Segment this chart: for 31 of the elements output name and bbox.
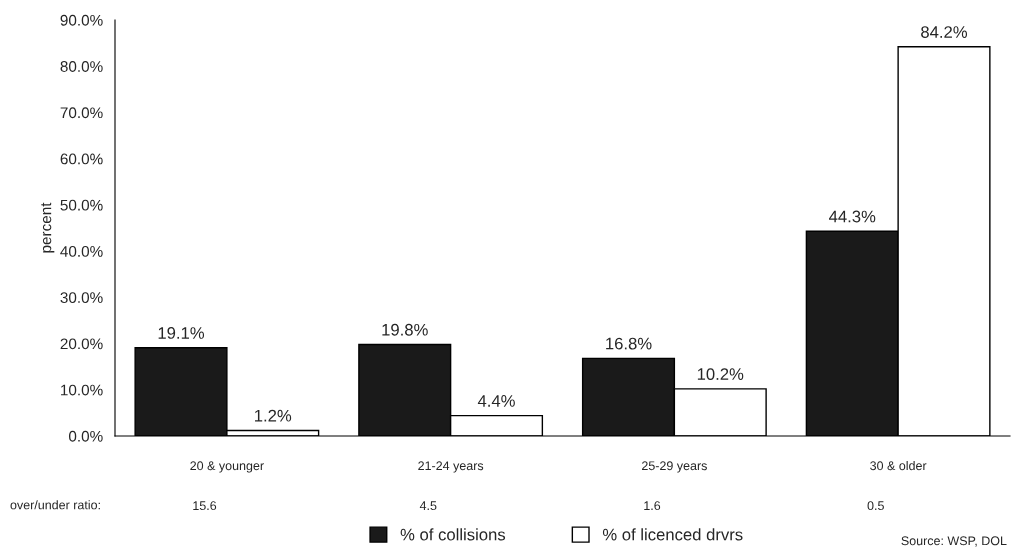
source-note: Source: WSP, DOL — [901, 536, 1007, 547]
text: over/under ratio: — [10, 500, 100, 510]
text: 15.6 — [193, 501, 217, 511]
x-tick-label: 25-29 years — [642, 461, 707, 473]
x-tick-label: 30 & older — [870, 460, 927, 471]
y-axis-title: percent — [41, 202, 55, 253]
y-tick-label: 20.0% — [60, 338, 103, 350]
data-label: 10.2% — [697, 368, 744, 380]
y-tick-label: 30.0% — [60, 292, 103, 304]
x-tick-label: 20 & younger — [190, 461, 264, 473]
data-label: 19.8% — [382, 323, 428, 336]
x-tick-label: 21-24 years — [418, 461, 484, 473]
text: 4.5 — [419, 501, 437, 511]
data-label: 84.2% — [921, 26, 968, 38]
y-tick-label: 90.0% — [60, 14, 103, 26]
data-label: 19.1% — [158, 327, 205, 339]
text: 1.6 — [644, 501, 661, 511]
y-tick-label: 0.0% — [68, 430, 103, 442]
data-label: 4.4% — [477, 395, 515, 407]
y-tick-label: 10.0% — [61, 384, 103, 396]
y-tick-label: 50.0% — [60, 199, 103, 211]
legend-label: % of licenced drvrs — [602, 528, 743, 541]
y-tick-label: 60.0% — [60, 153, 103, 165]
data-label: 44.3% — [829, 210, 876, 223]
y-tick-label: 40.0% — [60, 245, 103, 257]
legend-label: % of collisions — [400, 528, 506, 541]
y-tick-label: 80.0% — [60, 61, 103, 72]
data-label: 1.2% — [255, 409, 292, 422]
y-tick-label: 70.0% — [60, 107, 103, 119]
data-label: 16.8% — [606, 337, 652, 350]
text: 0.5 — [867, 501, 884, 511]
